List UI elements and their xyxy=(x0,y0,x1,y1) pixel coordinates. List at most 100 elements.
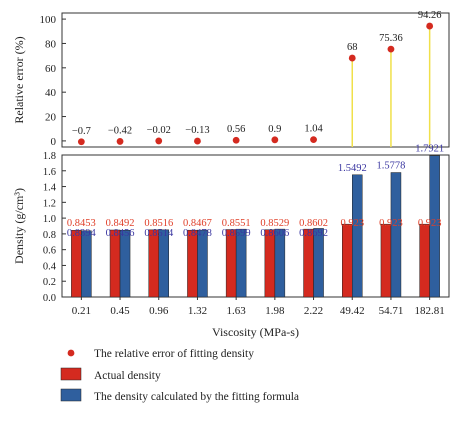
top-point-labels: −0.7 −0.42 −0.02 −0.13 0.56 0.9 1.04 68 75.36 94.… xyxy=(72,10,442,137)
fitted-density-label: 0.8606 xyxy=(260,228,289,239)
actual-density-label: 0.8516 xyxy=(144,218,173,229)
bottom-y-tick-label: 0.4 xyxy=(43,261,57,272)
bottom-x-tick-label: 182.81 xyxy=(415,305,445,317)
error-value-label: −0.7 xyxy=(72,126,91,137)
bottom-x-tick-label: 54.71 xyxy=(379,305,404,317)
top-stems xyxy=(351,26,431,147)
actual-density-bar xyxy=(109,229,121,298)
error-value-label: 68 xyxy=(347,42,358,53)
fitted-density-bar xyxy=(352,174,363,298)
actual-density-label: 0.8453 xyxy=(67,218,96,229)
top-y-tick-label: 60 xyxy=(45,63,57,75)
top-plot-frame xyxy=(61,12,450,148)
fitted-density-label: 0.8456 xyxy=(106,228,135,239)
actual-density-label: 0.923 xyxy=(379,218,403,229)
error-point xyxy=(387,45,395,53)
top-y-tick-label: 100 xyxy=(40,14,57,26)
fitted-density-bar xyxy=(158,229,169,298)
bottom-bars xyxy=(71,155,440,298)
top-y-tick-label: 20 xyxy=(45,112,57,124)
fitted-density-bar xyxy=(429,155,440,298)
bottom-y-tick-label: 0.6 xyxy=(43,246,56,257)
fitted-density-label: 0.8692 xyxy=(299,228,328,239)
fitted-density-bar xyxy=(197,229,208,298)
actual-density-bar xyxy=(71,230,82,298)
bottom-x-ticks: 0.21 0.45 0.96 1.32 1.63 1.98 2.22 49.42 54.71 18… xyxy=(72,297,445,317)
fitted-density-label: 0.8394 xyxy=(67,228,97,239)
legend: The relative error of fitting density Act… xyxy=(60,348,299,403)
error-point xyxy=(116,138,124,145)
error-point xyxy=(77,138,85,146)
actual-density-label: 0.923 xyxy=(340,218,364,229)
bottom-plot-frame xyxy=(61,154,450,298)
bottom-y-tick-label: 0.0 xyxy=(43,293,56,304)
bottom-y-tick-label: 1.6 xyxy=(43,167,56,178)
bottom-y-axis-label: Density (g/cm³) xyxy=(12,188,26,264)
fitted-density-label: 0.8478 xyxy=(183,228,212,239)
fitted-density-bar xyxy=(81,230,92,298)
top-y-tick-label: 40 xyxy=(45,87,57,99)
bottom-x-tick-label: 0.45 xyxy=(110,305,130,317)
legend-swatch-icon xyxy=(60,388,82,402)
density-panel: 0.00.20.40.60.81.01.21.41.61.8 0.84530.8… xyxy=(12,144,450,339)
bottom-y-tick-label: 1.0 xyxy=(43,214,56,225)
legend-label: The relative error of fitting density xyxy=(94,348,254,360)
actual-density-label: 0.8529 xyxy=(260,218,289,229)
legend-swatch-icon xyxy=(60,367,82,381)
top-y-tick-label: 0 xyxy=(51,136,57,148)
bottom-x-tick-label: 0.96 xyxy=(149,305,169,317)
bottom-x-tick-label: 1.98 xyxy=(265,305,285,317)
actual-density-bar xyxy=(148,229,159,298)
bottom-y-tick-label: 0.8 xyxy=(43,230,56,241)
actual-density-bar xyxy=(303,228,314,298)
error-point xyxy=(194,137,201,145)
bottom-y-tick-label: 1.2 xyxy=(43,198,56,209)
fitted-density-label: 1.5778 xyxy=(377,161,406,172)
bottom-x-tick-label: 2.22 xyxy=(304,305,323,317)
actual-density-bar xyxy=(342,223,353,298)
bottom-x-axis-label: Viscosity (MPa-s) xyxy=(212,325,299,339)
error-value-label: 0.56 xyxy=(227,124,245,135)
actual-density-label: 0.8551 xyxy=(222,218,251,229)
actual-density-bar xyxy=(264,229,276,298)
error-point xyxy=(271,136,279,144)
error-value-label: 75.36 xyxy=(379,33,403,44)
error-point xyxy=(426,22,434,30)
error-value-label: −0.42 xyxy=(108,125,132,136)
error-value-label: 1.04 xyxy=(304,124,323,135)
top-y-ticks: 0 20 40 60 80 100 xyxy=(40,14,66,148)
error-value-label: 0.9 xyxy=(268,124,281,135)
actual-density-bar xyxy=(419,223,430,298)
legend-label: The density calculated by the fitting fo… xyxy=(94,391,299,403)
bottom-y-tick-label: 1.8 xyxy=(43,151,56,162)
actual-density-bar xyxy=(225,229,237,298)
fitted-density-label: 0.8514 xyxy=(144,228,174,239)
bottom-y-ticks: 0.0 0.2 0.4 0.6 0.8 1.0 1.2 1.4 1.6 1.8 xyxy=(43,151,66,304)
fitted-density-bar xyxy=(313,228,324,298)
bottom-x-tick-label: 0.21 xyxy=(72,305,91,317)
actual-density-label: 0.8467 xyxy=(183,218,212,229)
top-y-axis-label: Relative error (%) xyxy=(12,36,26,123)
error-point xyxy=(310,136,317,144)
legend-label: Actual density xyxy=(94,370,161,382)
actual-density-bar xyxy=(380,223,392,298)
bottom-x-tick-label: 49.42 xyxy=(340,305,365,317)
top-points xyxy=(77,22,434,146)
actual-density-label: 0.8602 xyxy=(299,218,328,229)
fitted-density-bar xyxy=(274,228,286,298)
error-point xyxy=(155,137,163,145)
error-value-label: 94.26 xyxy=(418,10,442,21)
bottom-y-tick-label: 1.4 xyxy=(43,183,57,194)
bottom-y-tick-label: 0.2 xyxy=(43,277,56,288)
fitted-density-label: 1.5492 xyxy=(338,163,367,174)
bottom-x-tick-label: 1.32 xyxy=(188,305,207,317)
error-point xyxy=(348,54,356,62)
actual-density-bar xyxy=(187,229,198,298)
top-y-tick-label: 80 xyxy=(45,38,57,50)
fitted-density-bar xyxy=(119,230,131,298)
error-value-label: −0.02 xyxy=(147,125,171,136)
actual-density-label: 0.923 xyxy=(418,218,442,229)
error-point xyxy=(232,136,240,144)
